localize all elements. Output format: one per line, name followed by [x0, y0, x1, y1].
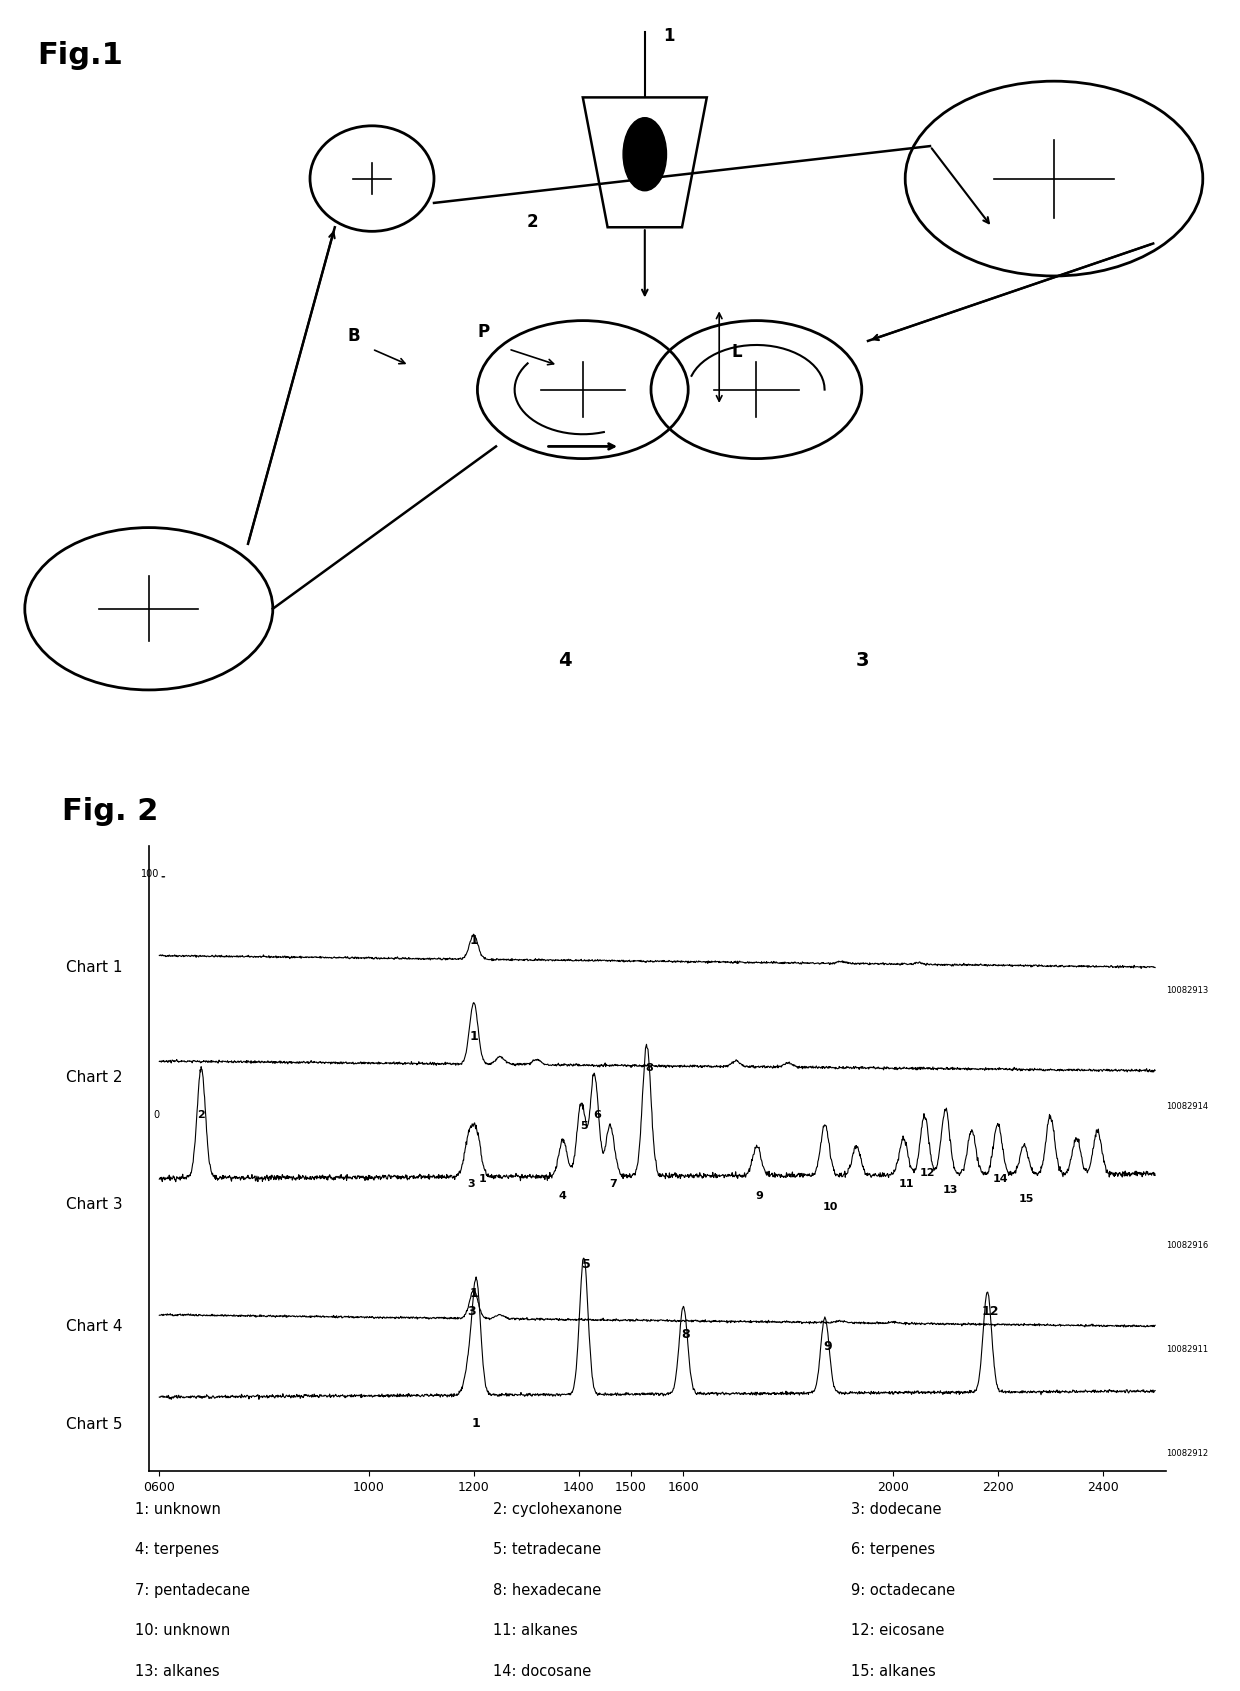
Text: 12: 12 — [981, 1305, 998, 1317]
Text: 10082911: 10082911 — [1166, 1344, 1208, 1354]
Text: 1: 1 — [470, 1287, 479, 1300]
Text: 4: 4 — [559, 1190, 567, 1201]
Text: 6: terpenes: 6: terpenes — [852, 1542, 935, 1557]
Text: L: L — [732, 343, 743, 362]
Text: 9: octadecane: 9: octadecane — [852, 1583, 955, 1598]
Text: 13: 13 — [944, 1185, 959, 1196]
Text: P: P — [477, 323, 490, 342]
Text: 4: 4 — [558, 651, 572, 670]
Text: 1: 1 — [470, 933, 479, 947]
Text: 14: docosane: 14: docosane — [494, 1664, 591, 1679]
Text: 1: 1 — [472, 1417, 481, 1431]
Text: 3: 3 — [856, 651, 869, 670]
Text: 100: 100 — [141, 869, 159, 879]
Text: 1: 1 — [663, 27, 675, 44]
Text: 12: 12 — [919, 1168, 935, 1177]
Text: Chart 2: Chart 2 — [66, 1070, 123, 1084]
Text: 8: 8 — [682, 1327, 691, 1341]
Text: 2: 2 — [197, 1109, 205, 1119]
Text: 10: unknown: 10: unknown — [134, 1623, 229, 1639]
Text: 5: tetradecane: 5: tetradecane — [494, 1542, 601, 1557]
Text: 10082912: 10082912 — [1166, 1449, 1208, 1458]
Text: 4: terpenes: 4: terpenes — [134, 1542, 218, 1557]
Text: 3: dodecane: 3: dodecane — [852, 1502, 941, 1517]
Text: 5: 5 — [580, 1121, 588, 1131]
Text: 2: cyclohexanone: 2: cyclohexanone — [494, 1502, 622, 1517]
Text: 10: 10 — [822, 1202, 838, 1212]
Text: 5: 5 — [582, 1258, 590, 1272]
Text: 7: 7 — [609, 1179, 616, 1189]
Text: B: B — [347, 326, 360, 345]
Text: 8: hexadecane: 8: hexadecane — [494, 1583, 601, 1598]
Text: 12: eicosane: 12: eicosane — [852, 1623, 945, 1639]
Ellipse shape — [622, 118, 667, 191]
Text: 9: 9 — [755, 1190, 764, 1201]
Text: 1: 1 — [470, 1030, 479, 1043]
Text: 10082913: 10082913 — [1166, 986, 1208, 994]
Text: 13: alkanes: 13: alkanes — [134, 1664, 219, 1679]
Text: 11: 11 — [899, 1179, 914, 1189]
Text: 2: 2 — [527, 213, 538, 232]
Text: 11: alkanes: 11: alkanes — [494, 1623, 578, 1639]
Text: 6: 6 — [593, 1109, 601, 1119]
Text: 10082914: 10082914 — [1166, 1103, 1208, 1111]
Text: 10082916: 10082916 — [1166, 1241, 1208, 1250]
Text: Fig.1: Fig.1 — [37, 41, 123, 69]
Text: 3: 3 — [467, 1179, 475, 1189]
Text: Chart 1: Chart 1 — [66, 960, 123, 974]
Text: Chart 5: Chart 5 — [66, 1417, 123, 1432]
Text: 1: unknown: 1: unknown — [134, 1502, 221, 1517]
Text: 9: 9 — [823, 1339, 832, 1353]
Text: 1: 1 — [479, 1174, 487, 1184]
Text: 8: 8 — [646, 1064, 653, 1074]
Text: 7: pentadecane: 7: pentadecane — [134, 1583, 249, 1598]
Text: 14: 14 — [993, 1174, 1008, 1184]
Text: Chart 4: Chart 4 — [66, 1319, 123, 1334]
Text: Chart 3: Chart 3 — [66, 1197, 123, 1212]
Text: 3: 3 — [466, 1305, 475, 1317]
Text: 15: 15 — [1019, 1194, 1034, 1204]
Text: 15: alkanes: 15: alkanes — [852, 1664, 936, 1679]
Text: Fig. 2: Fig. 2 — [62, 796, 159, 827]
Text: 0: 0 — [154, 1109, 159, 1119]
